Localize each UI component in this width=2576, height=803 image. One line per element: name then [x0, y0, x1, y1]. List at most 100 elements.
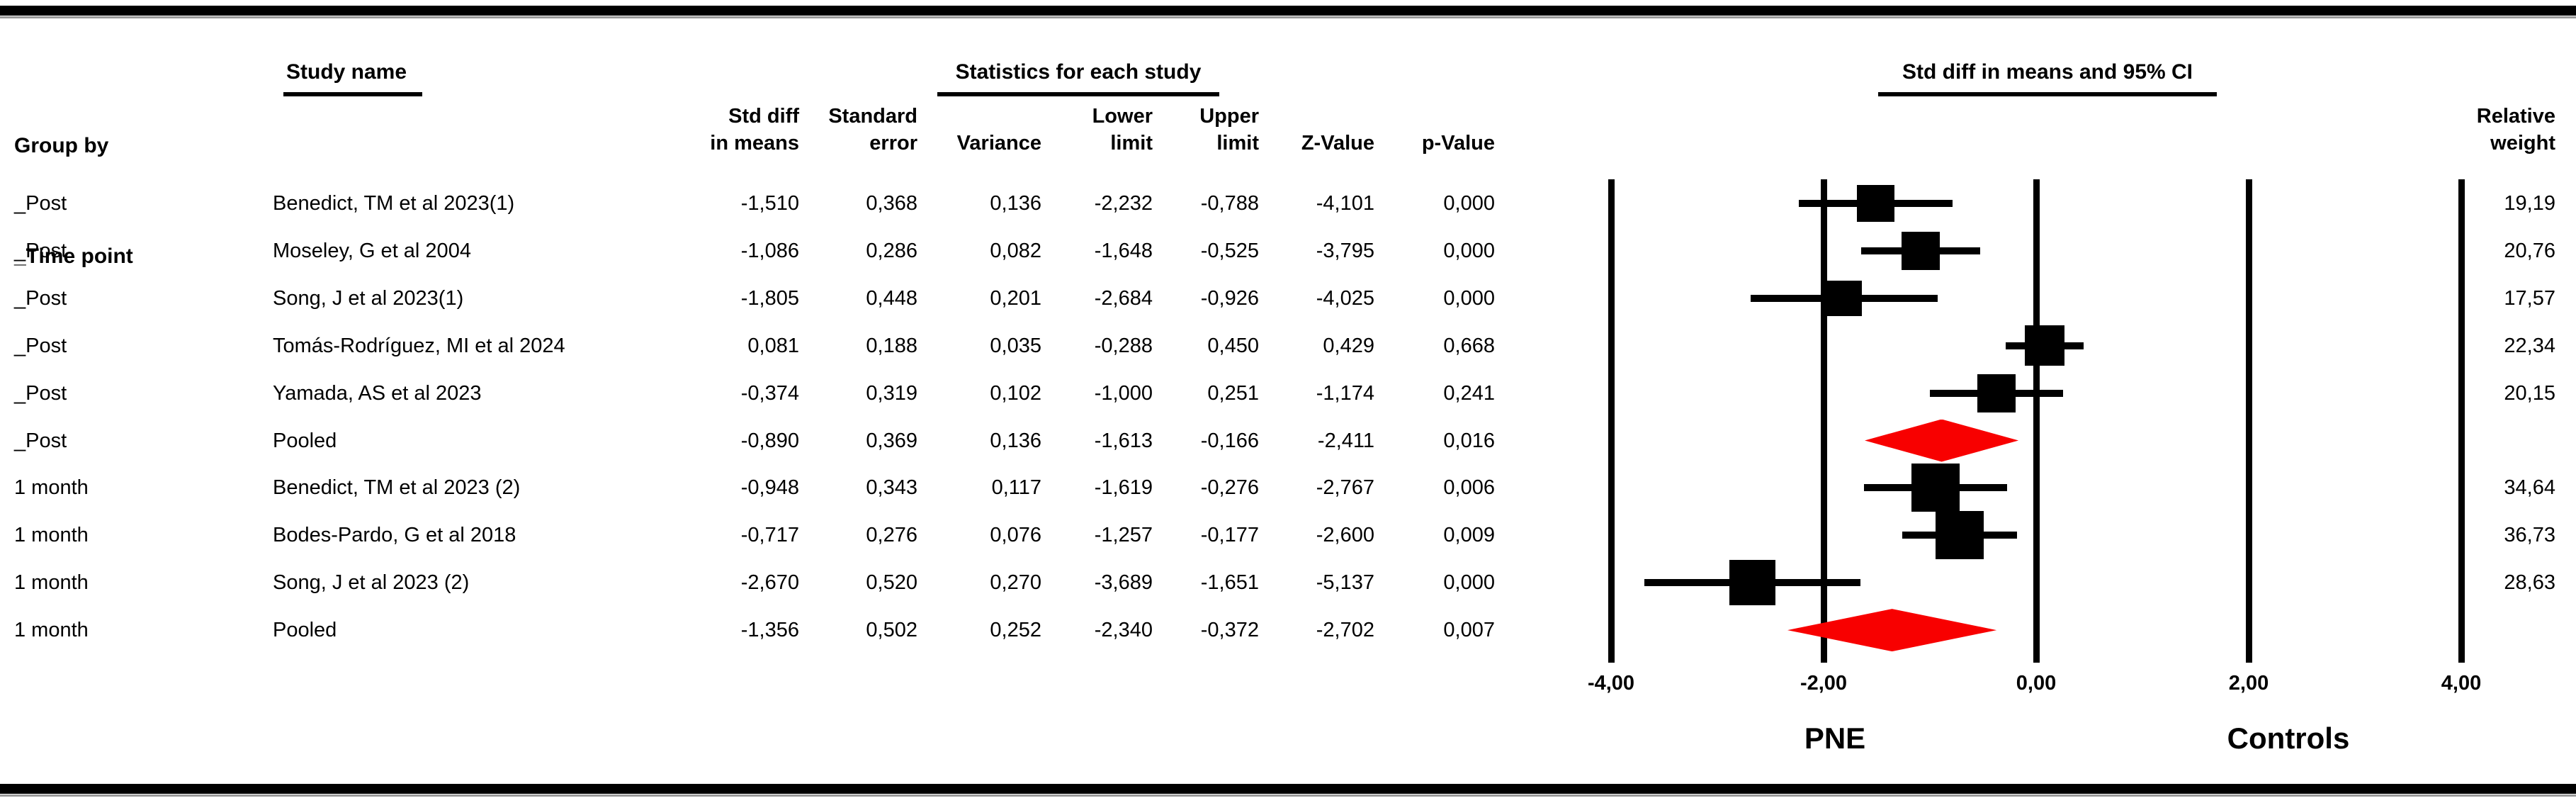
stat-value: -2,684 — [1094, 287, 1153, 310]
stat-column-header: Upper limit — [1139, 103, 1259, 157]
stat-value: -1,257 — [1094, 524, 1153, 546]
stat-value: -0,288 — [1094, 335, 1153, 357]
stat-value: 0,343 — [866, 476, 917, 499]
stat-value: -5,137 — [1316, 571, 1374, 594]
stat-value: -2,411 — [1317, 429, 1374, 452]
stat-value: -0,177 — [1200, 524, 1259, 546]
effect-square — [1729, 560, 1775, 606]
axis-tick-label: -2,00 — [1800, 672, 1848, 695]
group-label: _Post — [14, 335, 67, 357]
axis-tick-label: -4,00 — [1587, 672, 1635, 695]
group-label: _Post — [14, 429, 67, 452]
relative-weight-header: Relative weight — [2435, 103, 2555, 157]
stat-value: 0,450 — [1207, 335, 1259, 357]
pooled-diamond — [1787, 609, 1997, 652]
favours-right-label: Controls — [2227, 721, 2350, 755]
group-label: _Post — [14, 287, 67, 310]
stat-value: 0,188 — [866, 335, 917, 357]
stat-column-header-line: Upper — [1199, 105, 1259, 128]
study-name: Yamada, AS et al 2023 — [273, 382, 482, 405]
stat-value: -2,232 — [1094, 192, 1153, 215]
relative-weight-value: 36,73 — [2504, 524, 2555, 546]
study-name: Song, J et al 2023 (2) — [273, 571, 470, 594]
stat-value: 0,276 — [866, 524, 917, 546]
stat-column-header-line: limit — [1110, 132, 1153, 155]
stat-value: 0,252 — [990, 619, 1041, 641]
stat-value: -1,651 — [1200, 571, 1259, 594]
relative-weight-value: 20,15 — [2504, 382, 2555, 405]
stat-column-header-line: Standard — [828, 105, 917, 128]
stat-value: 0,081 — [747, 335, 799, 357]
study-name: Pooled — [273, 619, 337, 641]
bottom-frame-bar-shadow — [0, 794, 2576, 797]
stat-value: -1,000 — [1094, 382, 1153, 405]
group-label: _Post — [14, 240, 67, 262]
stat-value: 0,502 — [866, 619, 917, 641]
relative-weight-header-line1: Relative — [2476, 105, 2555, 128]
stat-value: 0,319 — [866, 382, 917, 405]
stat-value: -1,648 — [1094, 240, 1153, 262]
stat-value: 0,270 — [990, 571, 1041, 594]
stat-value: -1,619 — [1094, 476, 1153, 499]
stat-value: 0,369 — [866, 429, 917, 452]
group-label: 1 month — [14, 476, 89, 499]
effect-square — [1857, 184, 1894, 223]
relative-weight-value: 20,76 — [2504, 240, 2555, 262]
study-name: Benedict, TM et al 2023 (2) — [273, 476, 521, 499]
stat-value: 0,286 — [866, 240, 917, 262]
stat-column-header: Variance — [921, 103, 1041, 157]
study-name: Song, J et al 2023(1) — [273, 287, 464, 310]
stat-value: 0,016 — [1443, 429, 1495, 452]
stat-value: -3,689 — [1094, 571, 1153, 594]
axis-tick-label: 2,00 — [2228, 672, 2269, 695]
stat-value: 0,102 — [990, 382, 1041, 405]
stat-column-header-line: Lower — [1092, 105, 1153, 128]
stat-value: -0,926 — [1200, 287, 1259, 310]
relative-weight-value: 17,57 — [2504, 287, 2555, 310]
stat-value: 0,082 — [990, 240, 1041, 262]
stat-value: -0,948 — [740, 476, 799, 499]
effect-square — [1977, 374, 2016, 412]
top-frame-bar — [0, 6, 2576, 16]
pooled-diamond — [1865, 419, 2019, 462]
effect-square — [2024, 325, 2065, 366]
stat-column-header-line: Std diff — [728, 105, 799, 128]
stat-column-header-line: Variance — [956, 132, 1041, 155]
stat-column-header-line: in means — [710, 132, 799, 155]
plot-section-underline — [1878, 92, 2217, 96]
effect-square — [1901, 231, 1941, 271]
stat-value: 0,009 — [1443, 524, 1495, 546]
axis-gridline — [1608, 179, 1615, 663]
stat-value: -0,372 — [1200, 619, 1259, 641]
stat-value: -1,613 — [1094, 429, 1153, 452]
relative-weight-value: 28,63 — [2504, 571, 2555, 594]
stat-value: 0,429 — [1323, 335, 1374, 357]
stat-value: -0,890 — [740, 429, 799, 452]
stat-column-header: Std diff in means — [679, 103, 799, 157]
group-by-header: Group by _Time point — [14, 54, 133, 349]
group-by-header-line1: Group by — [14, 134, 109, 157]
favours-left-label: PNE — [1804, 721, 1866, 755]
stat-value: -2,600 — [1316, 524, 1374, 546]
axis-tick-label: 4,00 — [2441, 672, 2482, 695]
stat-value: 0,251 — [1207, 382, 1259, 405]
stat-value: -0,276 — [1200, 476, 1259, 499]
stat-value: 0,668 — [1443, 335, 1495, 357]
stat-value: 0,241 — [1443, 382, 1495, 405]
bottom-frame-bar — [0, 784, 2576, 794]
axis-gridline — [2033, 179, 2040, 663]
stat-value: -2,670 — [740, 571, 799, 594]
study-name: Bodes-Pardo, G et al 2018 — [273, 524, 516, 546]
stat-value: 0,520 — [866, 571, 917, 594]
group-label: 1 month — [14, 619, 89, 641]
axis-gridline — [1820, 179, 1827, 663]
stat-value: 0,076 — [990, 524, 1041, 546]
stat-value: -4,101 — [1316, 192, 1374, 215]
stat-column-header: Standard error — [797, 103, 917, 157]
stat-value: -0,525 — [1200, 240, 1259, 262]
stat-value: -1,805 — [740, 287, 799, 310]
stat-value: -0,166 — [1200, 429, 1259, 452]
study-name-header: Study name — [286, 60, 407, 84]
stat-value: 0,000 — [1443, 287, 1495, 310]
